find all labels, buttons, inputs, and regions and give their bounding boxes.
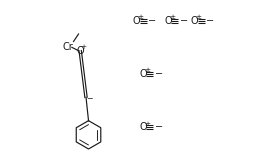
Text: O: O bbox=[164, 16, 172, 26]
Text: ±: ± bbox=[144, 121, 150, 127]
Text: −: − bbox=[86, 94, 92, 103]
Text: −: − bbox=[180, 16, 188, 26]
Text: O: O bbox=[139, 122, 147, 132]
Text: −: − bbox=[148, 16, 156, 26]
Text: O: O bbox=[139, 69, 147, 79]
Text: O: O bbox=[76, 46, 84, 56]
Text: −: − bbox=[206, 16, 214, 26]
Text: ±: ± bbox=[137, 14, 143, 20]
Text: O: O bbox=[191, 16, 199, 26]
Text: +: + bbox=[81, 44, 86, 50]
Text: ±: ± bbox=[144, 67, 150, 73]
Text: Cr: Cr bbox=[62, 42, 73, 52]
Text: −: − bbox=[155, 69, 163, 79]
Text: ±: ± bbox=[196, 14, 202, 20]
Text: O: O bbox=[133, 16, 140, 26]
Text: −: − bbox=[155, 122, 163, 132]
Text: ±: ± bbox=[169, 14, 175, 20]
